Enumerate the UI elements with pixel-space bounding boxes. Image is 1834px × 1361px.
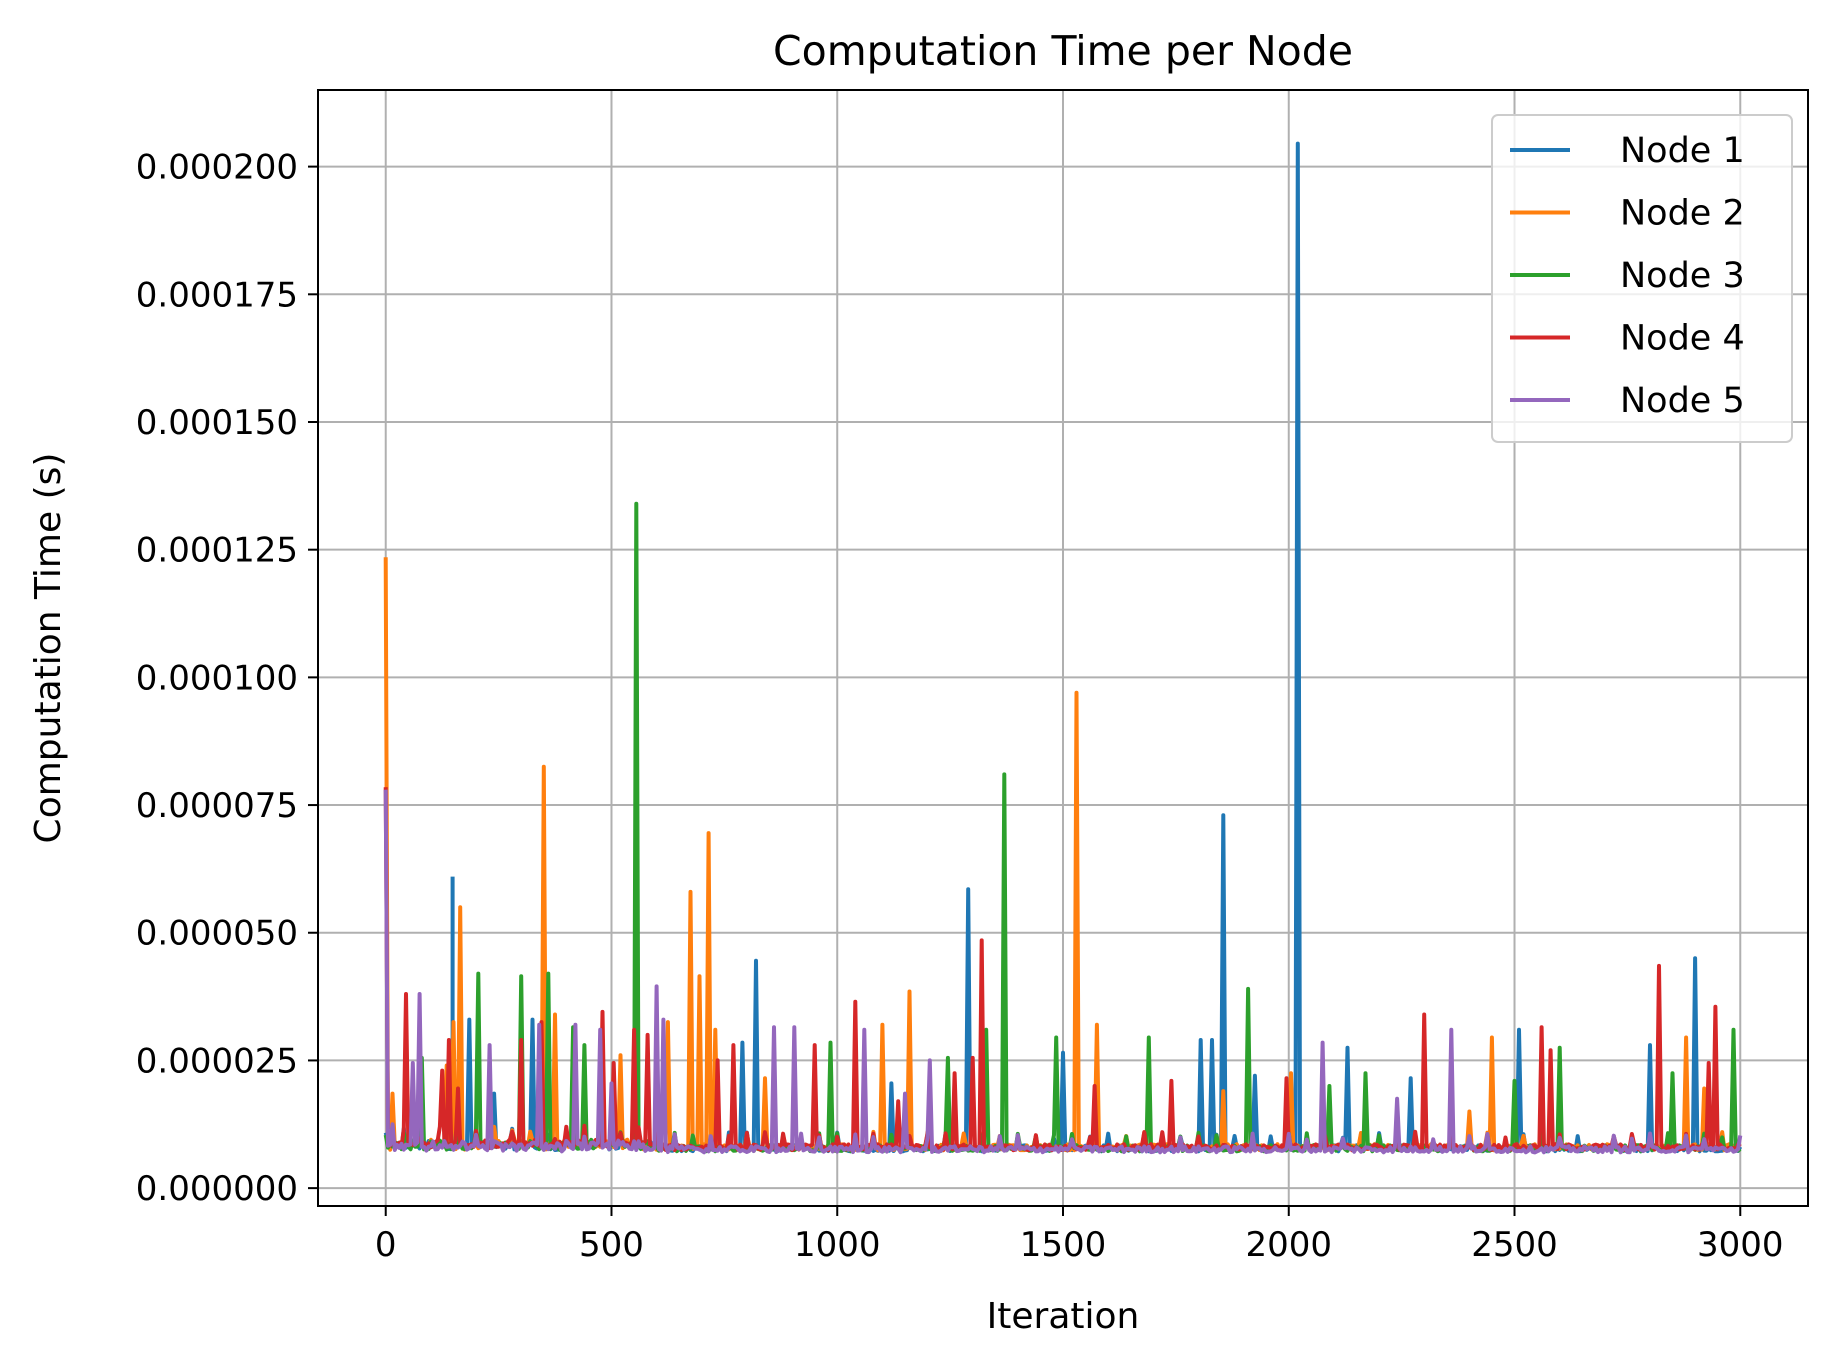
y-tick-label: 0.000200 bbox=[136, 148, 298, 188]
y-tick-label: 0.000150 bbox=[136, 403, 298, 443]
y-tick-label: 0.000025 bbox=[136, 1041, 298, 1081]
y-tick-label: 0.000050 bbox=[136, 914, 298, 954]
y-axis-label: Computation Time (s) bbox=[28, 453, 69, 844]
x-tick-label: 3000 bbox=[1697, 1225, 1784, 1265]
x-axis-label: Iteration bbox=[987, 1296, 1140, 1337]
y-tick-label: 0.000125 bbox=[136, 531, 298, 571]
x-tick-label: 1000 bbox=[794, 1225, 881, 1265]
y-tick-label: 0.000000 bbox=[136, 1169, 298, 1209]
legend-label-node-3: Node 3 bbox=[1620, 256, 1745, 296]
grid bbox=[318, 90, 1808, 1206]
y-tick-label: 0.000175 bbox=[136, 275, 298, 315]
x-tick-label: 1500 bbox=[1020, 1225, 1107, 1265]
legend-label-node-4: Node 4 bbox=[1620, 319, 1745, 359]
x-tick-label: 500 bbox=[579, 1225, 644, 1265]
y-tick-label: 0.000075 bbox=[136, 786, 298, 826]
series-layer bbox=[383, 141, 1743, 1155]
y-axis: 0.000000 0.000025 0.000050 0.000075 0.000100… bbox=[136, 148, 318, 1209]
y-tick-label: 0.000100 bbox=[136, 658, 298, 698]
series-line-node-5 bbox=[383, 789, 1743, 1155]
chart-title: Computation Time per Node bbox=[773, 27, 1353, 75]
x-tick-label: 2500 bbox=[1471, 1225, 1558, 1265]
x-axis: 0 500 1000 1500 2000 2500 3000 bbox=[375, 1206, 1784, 1265]
legend-label-node-5: Node 5 bbox=[1620, 381, 1745, 421]
legend-label-node-2: Node 2 bbox=[1620, 194, 1745, 234]
legend-box bbox=[1491, 114, 1793, 443]
x-tick-label: 0 bbox=[375, 1225, 397, 1265]
legend: Node 1 Node 2 Node 3 Node 4 Node 5 bbox=[1491, 114, 1793, 443]
x-tick-label: 2000 bbox=[1245, 1225, 1332, 1265]
legend-label-node-1: Node 1 bbox=[1620, 131, 1745, 171]
